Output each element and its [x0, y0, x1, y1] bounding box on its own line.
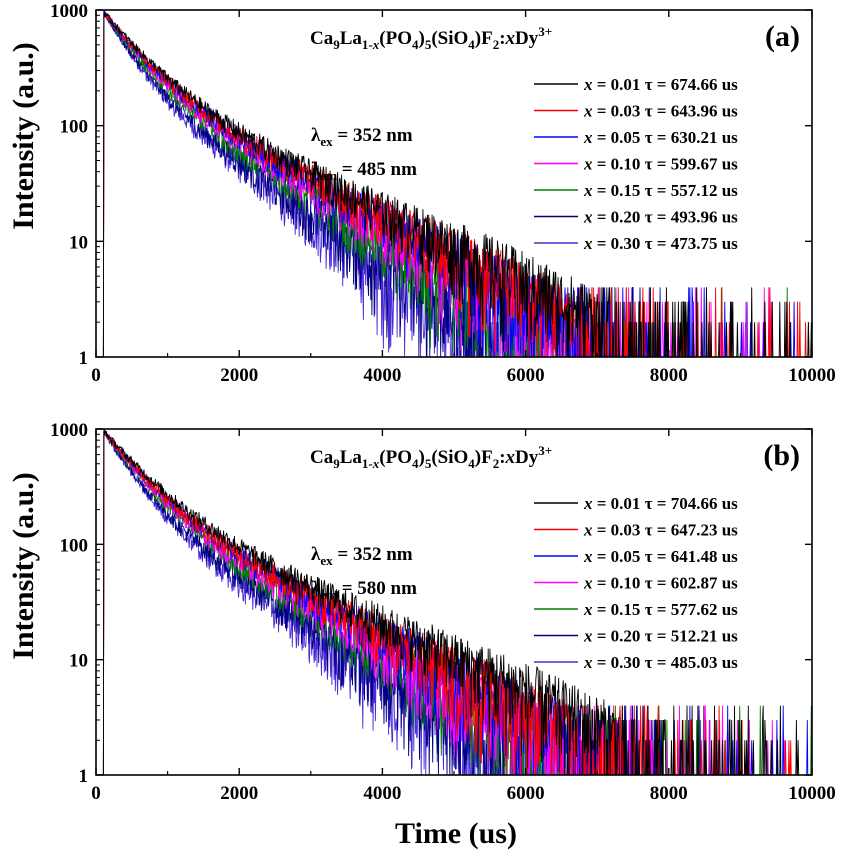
x-tick-label: 2000: [220, 365, 258, 386]
excitation-label: λex = 352 nm: [311, 125, 413, 149]
x-tick-label: 8000: [650, 783, 688, 804]
legend-entry: x = 0.15 τ = 557.12 us: [583, 181, 738, 200]
chart-title: Ca9​La1-​x​(PO4​)5​(SiO4​)F2​:xDy3+​: [310, 24, 552, 52]
decay-curves: [102, 429, 812, 775]
legend-entry: x = 0.05 τ = 641.48 us: [583, 547, 738, 566]
x-tick-label: 6000: [507, 783, 545, 804]
emission-label: λem = 580 nm: [311, 578, 417, 602]
legend-entry: x = 0.30 τ = 485.03 us: [583, 653, 738, 672]
panel-label: (a): [765, 20, 800, 53]
legend-entry: x = 0.01 τ = 704.66 us: [583, 494, 738, 513]
legend: x = 0.01 τ = 704.66 us x = 0.03 τ = 647.2…: [534, 494, 738, 672]
x-tick-label: 4000: [363, 365, 401, 386]
y-axis-label-top: Intensity (a.u.): [7, 42, 40, 230]
x-tick-label: 2000: [220, 783, 258, 804]
legend-entry: x = 0.03 τ = 643.96 us: [583, 102, 738, 121]
panel-a: 0 2000 4000 6000 8000 10000 1 10 100 1000 (a) Ca9​L…: [50, 1, 836, 386]
legend-entry: x = 0.10 τ = 602.87 us: [583, 574, 738, 593]
emission-label: λem = 485 nm: [311, 159, 417, 183]
legend-entry: x = 0.20 τ = 512.21 us: [583, 627, 738, 646]
y-axis-label-bottom: Intensity (a.u.): [7, 472, 40, 660]
legend-entry: x = 0.05 τ = 630.21 us: [583, 128, 738, 147]
legend-entry: x = 0.30 τ = 473.75 us: [583, 234, 738, 253]
legend: x = 0.01 τ = 674.66 us x = 0.03 τ = 643.9…: [534, 75, 738, 253]
x-tick-label: 0: [91, 365, 101, 386]
x-tick-label: 4000: [363, 783, 401, 804]
x-tick-label: 8000: [650, 365, 688, 386]
panel-label: (b): [763, 439, 800, 472]
x-tick-label: 10000: [788, 783, 836, 804]
x-tick-label: 0: [91, 783, 101, 804]
decay-curves: [102, 10, 812, 357]
panel-b: 0 2000 4000 6000 8000 10000 1 10 100 1000 (b) Ca9​L…: [50, 420, 836, 804]
y-tick-label: 100: [60, 535, 89, 556]
legend-entry: x = 0.15 τ = 577.62 us: [583, 600, 738, 619]
y-tick-label: 1: [79, 348, 89, 369]
decay-curve-series-6: [102, 10, 812, 357]
legend-entry: x = 0.20 τ = 493.96 us: [583, 208, 738, 227]
decay-curve-series-1: [102, 11, 812, 357]
legend-entry: x = 0.10 τ = 599.67 us: [583, 155, 738, 174]
y-tick-label: 100: [60, 117, 89, 138]
decay-curve-series-1: [102, 430, 812, 775]
legend-entry: x = 0.03 τ = 647.23 us: [583, 521, 738, 540]
y-tick-label: 1000: [50, 420, 88, 441]
legend-entry: x = 0.01 τ = 674.66 us: [583, 75, 738, 94]
x-tick-label: 6000: [507, 365, 545, 386]
y-tick-label: 10: [69, 651, 88, 672]
x-axis-label: Time (us): [395, 817, 517, 850]
y-tick-label: 1: [79, 766, 89, 787]
y-tick-label: 10: [69, 232, 88, 253]
y-tick-label: 1000: [50, 1, 88, 22]
x-tick-label: 10000: [788, 365, 836, 386]
decay-curve-series-4: [102, 429, 812, 775]
excitation-label: λex = 352 nm: [311, 544, 413, 568]
chart-title: Ca9​La1-​x​(PO4​)5​(SiO4​)F2​:xDy3+​: [310, 443, 552, 471]
